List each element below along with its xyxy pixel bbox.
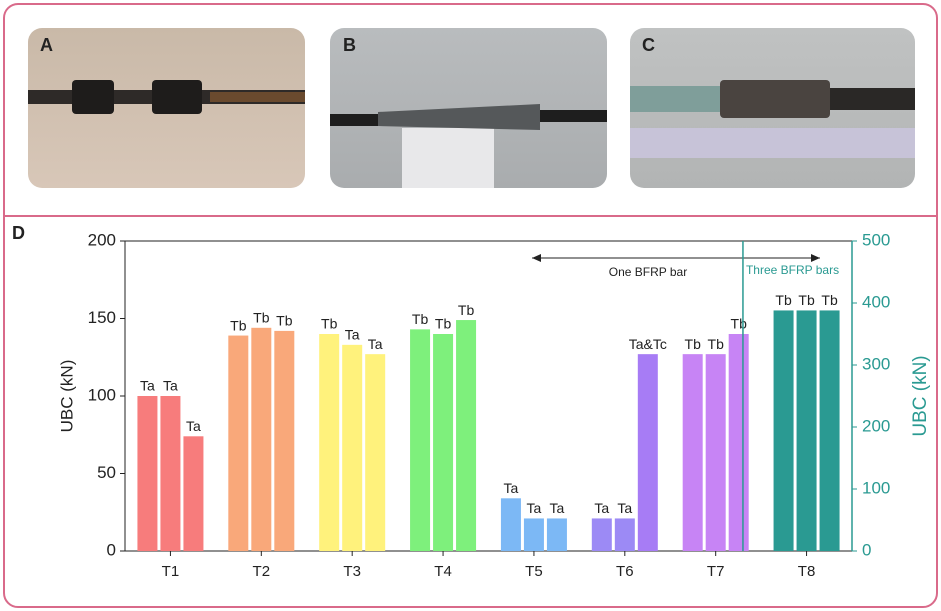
x-tick-label: T5 — [525, 563, 543, 580]
y2-axis-label: UBC (kN) — [910, 355, 931, 436]
bar-label: Ta — [163, 378, 178, 394]
bar-label: Tb — [821, 292, 838, 308]
bar-label: Ta — [504, 480, 519, 496]
bar-label: Tb — [321, 316, 338, 332]
photo-c — [630, 28, 915, 188]
bar — [614, 518, 635, 551]
bar — [796, 310, 817, 551]
bar-label: Tb — [685, 336, 702, 352]
bar — [705, 354, 726, 551]
bar — [682, 354, 703, 551]
y2-tick-label: 0 — [862, 540, 871, 559]
panel-label: A — [40, 35, 53, 55]
y2-tick-label: 500 — [862, 230, 890, 249]
bar — [410, 329, 431, 551]
bar — [456, 320, 477, 551]
bar — [228, 335, 249, 551]
bar-label: Tb — [708, 336, 725, 352]
y-tick-label: 0 — [107, 540, 116, 559]
bar-label: Tb — [412, 311, 429, 327]
bar — [319, 334, 340, 551]
photo-a — [28, 28, 305, 188]
bar-label: Tb — [731, 316, 748, 332]
bar-label: Tb — [253, 310, 270, 326]
bar-label: Ta — [345, 327, 360, 343]
bar — [365, 354, 386, 551]
y2-tick-label: 400 — [862, 292, 890, 311]
bar — [728, 334, 749, 551]
bar — [591, 518, 612, 551]
bar-label: Tb — [775, 292, 792, 308]
x-tick-label: T2 — [253, 563, 271, 580]
bar — [773, 310, 794, 551]
photo-b — [330, 28, 607, 188]
bar-label: Tb — [435, 316, 452, 332]
bar-label: Ta — [594, 500, 609, 516]
bar-label: Tb — [458, 302, 475, 318]
x-tick-label: T4 — [434, 563, 452, 580]
bar — [160, 396, 181, 551]
y-tick-label: 50 — [97, 463, 116, 482]
panel-label: D — [12, 223, 25, 243]
y-tick-label: 100 — [88, 385, 116, 404]
bar-label: Ta — [186, 418, 201, 434]
bar — [637, 354, 658, 551]
bar — [251, 327, 272, 551]
x-tick-label: T7 — [707, 563, 725, 580]
x-tick-label: T6 — [616, 563, 634, 580]
bar-label: Ta — [140, 378, 155, 394]
y-tick-label: 150 — [88, 308, 116, 327]
bar — [500, 498, 521, 551]
frame — [3, 3, 938, 608]
bar — [523, 518, 544, 551]
bar-label: Ta — [527, 500, 542, 516]
y-tick-label: 200 — [88, 230, 116, 249]
panel-label: C — [642, 35, 655, 55]
panel-label: B — [343, 35, 356, 55]
bar-label: Tb — [276, 313, 293, 329]
bar — [342, 344, 363, 551]
bar-label: Ta&Tc — [629, 336, 667, 352]
annotation: Three BFRP bars — [746, 263, 839, 277]
x-tick-label: T1 — [162, 563, 180, 580]
bar-label: Ta — [550, 500, 565, 516]
annotation: One BFRP bar — [609, 265, 687, 279]
bar — [433, 334, 454, 551]
bar — [274, 330, 295, 551]
y2-tick-label: 200 — [862, 416, 890, 435]
bar-label: Tb — [798, 292, 815, 308]
bar-label: Ta — [617, 500, 632, 516]
bar — [546, 518, 567, 551]
bar — [137, 396, 158, 551]
x-tick-label: T8 — [798, 563, 816, 580]
y2-tick-label: 300 — [862, 354, 890, 373]
y2-tick-label: 100 — [862, 478, 890, 497]
bar — [819, 310, 840, 551]
x-tick-label: T3 — [343, 563, 361, 580]
bar — [183, 436, 204, 551]
bar-label: Ta — [368, 336, 383, 352]
y-axis-label: UBC (kN) — [57, 360, 76, 433]
bar-label: Tb — [230, 317, 247, 333]
